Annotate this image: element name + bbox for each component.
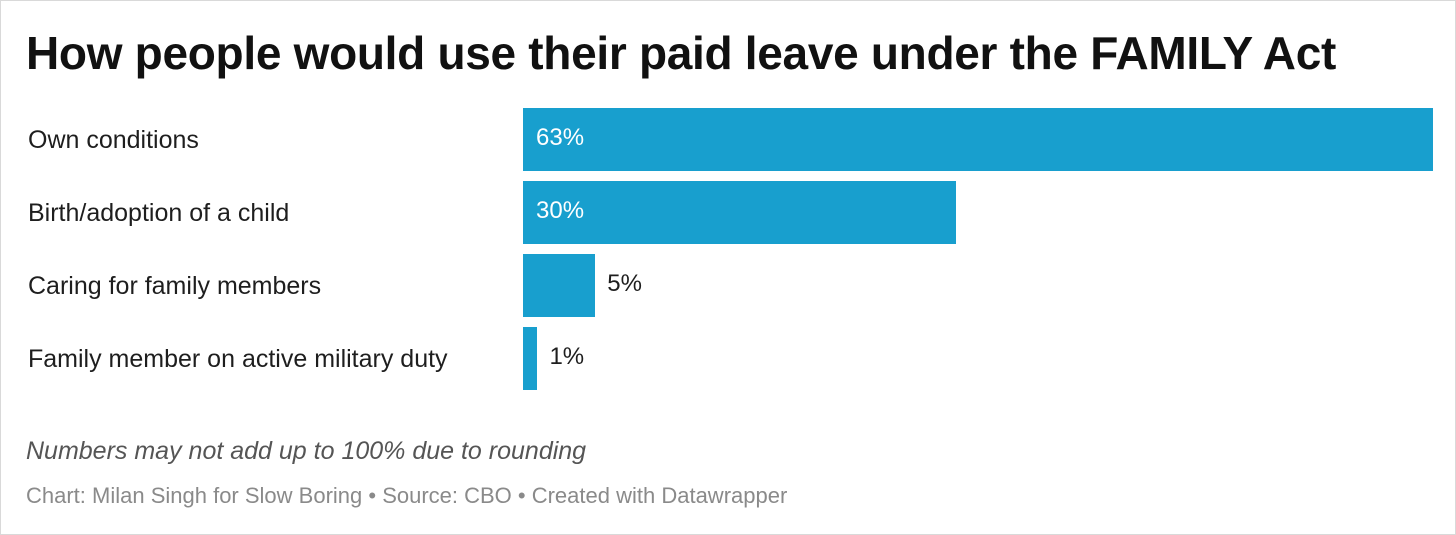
bar [523,108,1433,171]
value-label: 5% [607,269,642,297]
bar [523,254,596,317]
category-label: Family member on active military duty [28,344,448,373]
category-label: Caring for family members [28,271,322,300]
category-label: Own conditions [28,125,199,154]
category-label: Birth/adoption of a child [28,198,290,227]
bar [523,327,538,390]
value-label: 1% [549,342,585,370]
value-label: 63% [536,123,585,151]
bar-chart: Own conditions 63% Birth/adoption of a chi… [0,100,1456,400]
bar [523,181,957,244]
chart-note: Numbers may not add up to 100% due to ro… [26,437,587,465]
value-label: 30% [536,196,585,224]
chart-credits: Chart: Milan Singh for Slow Boring • Sou… [26,483,788,508]
chart-title: How people would use their paid leave un… [26,27,1337,79]
